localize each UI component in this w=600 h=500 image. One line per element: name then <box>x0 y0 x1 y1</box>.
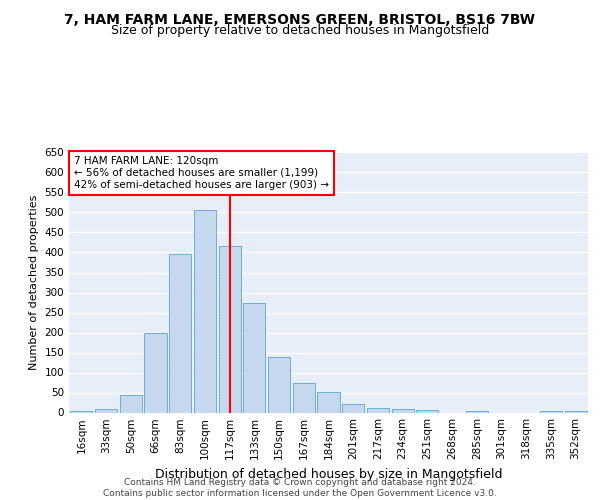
Bar <box>392 410 414 412</box>
Bar <box>218 246 241 412</box>
Bar <box>119 394 142 412</box>
Bar <box>540 410 562 412</box>
Text: Contains HM Land Registry data © Crown copyright and database right 2024.
Contai: Contains HM Land Registry data © Crown c… <box>103 478 497 498</box>
Bar <box>194 210 216 412</box>
Bar <box>169 254 191 412</box>
Bar <box>268 358 290 412</box>
Bar <box>466 410 488 412</box>
Bar <box>342 404 364 412</box>
Y-axis label: Number of detached properties: Number of detached properties <box>29 195 39 370</box>
Bar <box>95 408 117 412</box>
Text: 7 HAM FARM LANE: 120sqm
← 56% of detached houses are smaller (1,199)
42% of semi: 7 HAM FARM LANE: 120sqm ← 56% of detache… <box>74 156 329 190</box>
Bar <box>243 302 265 412</box>
Bar <box>70 410 92 412</box>
X-axis label: Distribution of detached houses by size in Mangotsfield: Distribution of detached houses by size … <box>155 468 502 481</box>
Text: 7, HAM FARM LANE, EMERSONS GREEN, BRISTOL, BS16 7BW: 7, HAM FARM LANE, EMERSONS GREEN, BRISTO… <box>65 12 536 26</box>
Bar <box>367 408 389 412</box>
Bar <box>416 410 439 412</box>
Bar <box>145 332 167 412</box>
Bar <box>317 392 340 412</box>
Bar <box>293 382 315 412</box>
Text: Size of property relative to detached houses in Mangotsfield: Size of property relative to detached ho… <box>111 24 489 37</box>
